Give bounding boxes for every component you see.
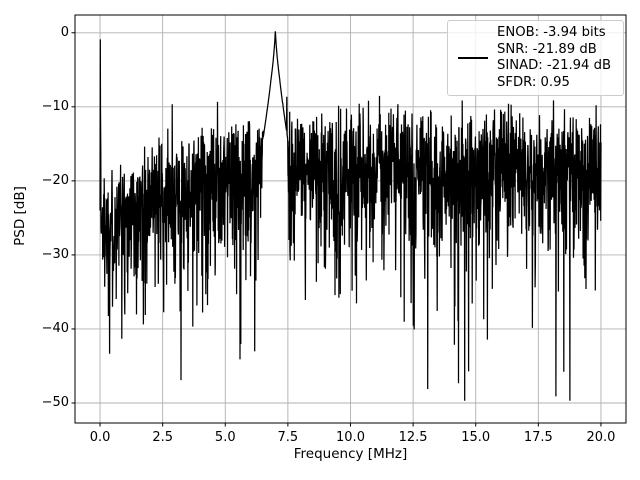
x-tick-label: 0.0 (89, 430, 111, 445)
y-tick-label: 0 (60, 24, 69, 40)
x-tick-label: 7.5 (277, 430, 299, 445)
x-axis-label: Frequency [MHz] (293, 446, 408, 462)
y-tick-label: −10 (41, 98, 69, 114)
legend-line-sample (458, 57, 488, 59)
legend-enob-value: ENOB: -3.94 bits (497, 25, 606, 40)
y-tick-label: −20 (41, 172, 69, 188)
x-tick-label: 2.5 (152, 430, 173, 445)
legend-text: ENOB: -3.94 bits SNR: -21.89 dB SINAD: -… (497, 25, 617, 91)
legend-sinad-value: SINAD: -21.94 dB (497, 58, 612, 73)
y-tick-label: −50 (41, 395, 69, 410)
x-tick-label: 17.5 (523, 430, 553, 445)
legend-sfdr-value: SFDR: 0.95 (497, 74, 570, 90)
psd-line (99, 31, 602, 401)
y-tick-label: −40 (41, 320, 69, 336)
x-tick-label: 20.0 (586, 430, 616, 445)
y-tick-label: −30 (41, 246, 69, 262)
x-tick-label: 15.0 (461, 430, 491, 445)
x-tick-label: 12.5 (398, 430, 428, 445)
x-tick-label: 10.0 (336, 430, 365, 445)
y-axis-label: PSD [dB] (12, 186, 28, 246)
legend-snr-value: SNR: -21.89 dB (497, 41, 597, 57)
legend: ENOB: -3.94 bits SNR: -21.89 dB SINAD: -… (447, 20, 624, 96)
x-tick-label: 5.0 (214, 430, 236, 445)
